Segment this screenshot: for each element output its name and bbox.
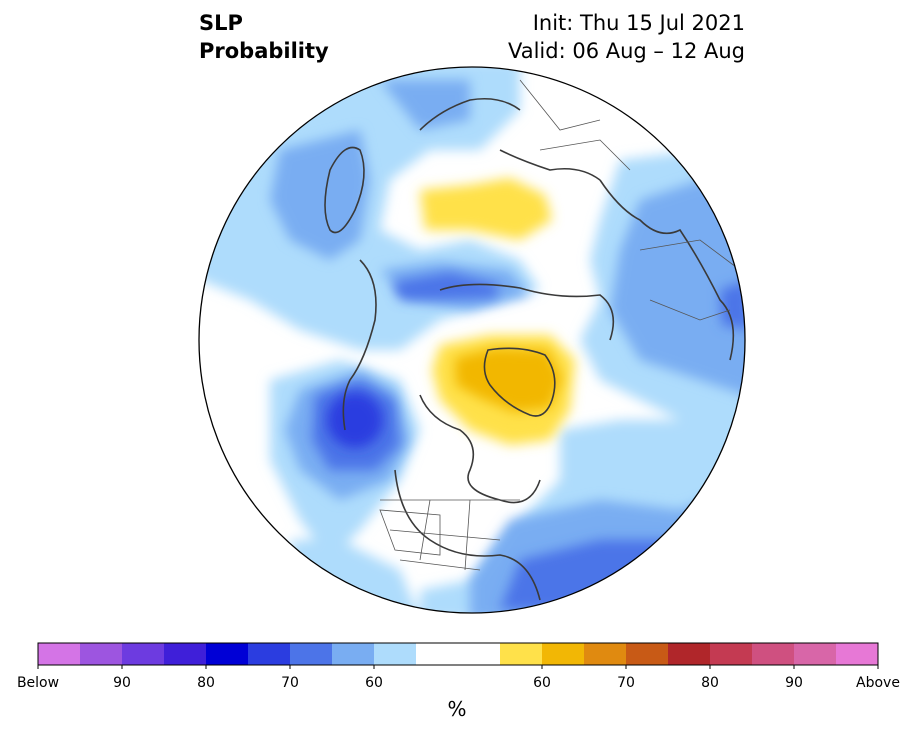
colorbar-tick-label: 70 (281, 675, 299, 691)
polar-map (198, 66, 746, 614)
valid-range: Valid: 06 Aug – 12 Aug (507, 39, 745, 63)
map-dates: Init: Thu 15 Jul 2021 Valid: 06 Aug – 12… (508, 9, 745, 65)
colorbar-segment (626, 643, 669, 665)
colorbar-tick-label: 90 (113, 675, 131, 691)
title-quantity: Probability (199, 39, 329, 63)
colorbar-segment (752, 643, 795, 665)
colorbar-segment (164, 643, 207, 665)
colorbar-segment (332, 643, 375, 665)
colorbar-segment (500, 643, 543, 665)
colorbar-segment (206, 643, 249, 665)
colorbar-tick-label: 80 (197, 675, 215, 691)
colorbar-segment (836, 643, 879, 665)
map-boundary (198, 66, 746, 614)
colorbar-segment (248, 643, 291, 665)
map-title: SLP Probability (199, 9, 329, 65)
colorbar-segment (416, 643, 459, 665)
colorbar-segment (458, 643, 501, 665)
colorbar-tick-label: 80 (701, 675, 719, 691)
colorbar-unit: % (447, 697, 467, 721)
coastlines (324, 97, 735, 601)
colorbar-segment (38, 643, 81, 665)
colorbar-segment (374, 643, 417, 665)
colorbar-segment (794, 643, 837, 665)
colorbar-tick-label: 60 (365, 675, 383, 691)
init-date: Init: Thu 15 Jul 2021 (532, 11, 745, 35)
colorbar-segment (668, 643, 711, 665)
colorbar-tick-label: Above (856, 675, 900, 691)
colorbar-segment (80, 643, 123, 665)
colorbar-tick-label: Below (16, 675, 60, 691)
borders (379, 79, 741, 571)
colorbar-segment (122, 643, 165, 665)
colorbar-tick-label: 90 (785, 675, 803, 691)
colorbar-segment (290, 643, 333, 665)
colorbar-segment (542, 643, 585, 665)
colorbar-segment (584, 643, 627, 665)
colorbar-frame (37, 642, 879, 666)
colorbar (37, 642, 879, 669)
probability-field (199, 67, 745, 613)
colorbar-tick-label: 70 (617, 675, 635, 691)
title-variable: SLP (199, 11, 243, 35)
colorbar-tick-label: 60 (533, 675, 551, 691)
colorbar-segment (710, 643, 753, 665)
